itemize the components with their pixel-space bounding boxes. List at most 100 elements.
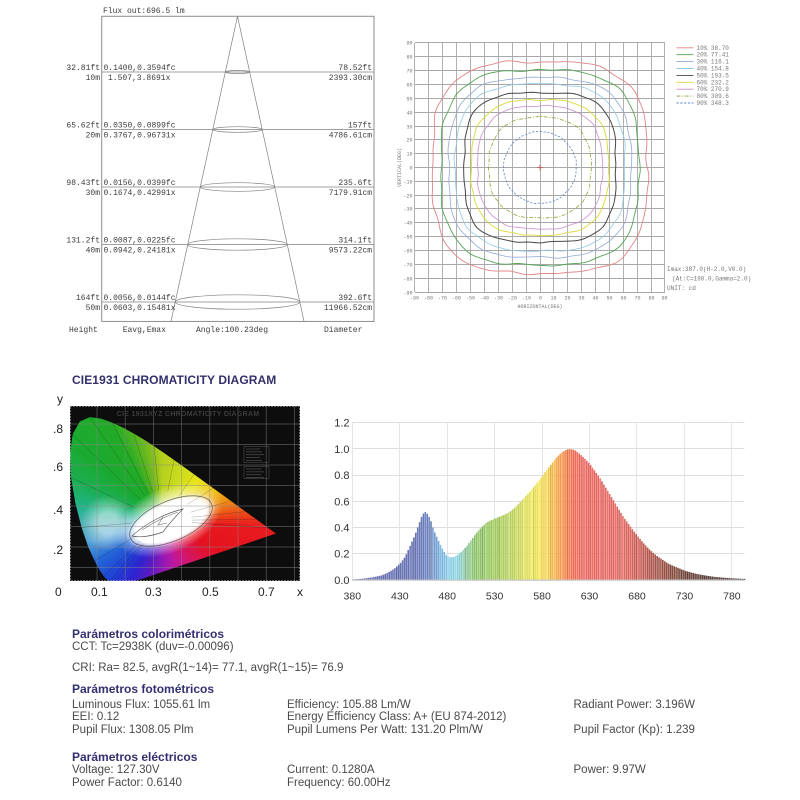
svg-text:-40: -40 <box>403 220 412 226</box>
svg-text:0.0350,0.0899fc: 0.0350,0.0899fc <box>104 121 176 130</box>
svg-text:480: 480 <box>438 591 456 603</box>
svg-text:(At:C=180.0,Gamma=2.0): (At:C=180.0,Gamma=2.0) <box>672 276 751 283</box>
svg-text:11966.52cm: 11966.52cm <box>324 304 372 313</box>
svg-text:-90: -90 <box>410 296 419 302</box>
svg-text:0.0942,0.24181x: 0.0942,0.24181x <box>104 246 176 255</box>
svg-text:630: 630 <box>581 591 599 603</box>
svg-text:0.0087,0.0225fc: 0.0087,0.0225fc <box>104 236 176 245</box>
svg-text:20% 77.41: 20% 77.41 <box>697 52 730 59</box>
svg-text:-80: -80 <box>424 296 433 302</box>
svg-text:0.4: 0.4 <box>334 523 349 535</box>
svg-text:0.0056,0.0144fc: 0.0056,0.0144fc <box>104 294 176 303</box>
svg-text:-30: -30 <box>494 296 503 302</box>
svg-text:30: 30 <box>578 296 584 302</box>
svg-text:-70: -70 <box>438 296 447 302</box>
svg-text:780: 780 <box>723 591 741 603</box>
svg-text:-50: -50 <box>466 296 475 302</box>
svg-text:1.507,3.8691x: 1.507,3.8691x <box>108 74 171 83</box>
svg-text:70: 70 <box>634 296 640 302</box>
svg-text:0.8: 0.8 <box>334 470 349 482</box>
svg-text:1.2: 1.2 <box>334 418 349 430</box>
svg-text:60: 60 <box>406 82 412 88</box>
svg-text:-40: -40 <box>480 296 489 302</box>
svg-text:20: 20 <box>564 296 570 302</box>
svg-text:90: 90 <box>406 40 412 46</box>
svg-text:50: 50 <box>406 96 412 102</box>
svg-text:60: 60 <box>620 296 626 302</box>
svg-text:UNIT: cd: UNIT: cd <box>667 285 696 292</box>
svg-text:30% 116.1: 30% 116.1 <box>697 59 730 66</box>
svg-text:-60: -60 <box>403 248 412 254</box>
svg-text:380: 380 <box>344 591 362 603</box>
svg-text:80% 309.6: 80% 309.6 <box>697 93 730 100</box>
svg-text:580: 580 <box>533 591 551 603</box>
svg-text:40: 40 <box>406 110 412 116</box>
svg-text:0.1674,0.42991x: 0.1674,0.42991x <box>104 189 176 198</box>
svg-text:-80: -80 <box>403 276 412 282</box>
svg-text:730: 730 <box>676 591 694 603</box>
svg-text:20: 20 <box>406 137 412 143</box>
svg-text:2393.30cm: 2393.30cm <box>329 74 372 83</box>
svg-text:0.3767,0.96731x: 0.3767,0.96731x <box>104 131 176 140</box>
svg-text:0.0603,0.15481x: 0.0603,0.15481x <box>104 304 176 313</box>
svg-text:7179.91cm: 7179.91cm <box>329 189 372 198</box>
svg-text:80: 80 <box>648 296 654 302</box>
svg-text:10: 10 <box>550 296 556 302</box>
svg-text:157ft: 157ft <box>348 121 372 130</box>
svg-text:Imax:387.0(H-2.0,V0.0): Imax:387.0(H-2.0,V0.0) <box>667 266 746 273</box>
svg-text:0.6: 0.6 <box>334 496 349 508</box>
svg-text:164ft: 164ft <box>76 294 100 303</box>
svg-text:VERTICAL(DEG): VERTICAL(DEG) <box>397 148 403 187</box>
svg-text:392.6ft: 392.6ft <box>338 294 372 303</box>
svg-text:Eavg,Emax: Eavg,Emax <box>123 326 166 335</box>
svg-text:10m: 10m <box>86 74 101 83</box>
svg-text:-10: -10 <box>403 179 412 185</box>
svg-text:0.0: 0.0 <box>334 575 349 587</box>
svg-text:430: 430 <box>391 591 409 603</box>
svg-text:10% 38.70: 10% 38.70 <box>697 45 730 52</box>
svg-text:50% 193.5: 50% 193.5 <box>697 72 730 79</box>
svg-text:50m: 50m <box>86 304 101 313</box>
svg-text:10: 10 <box>406 151 412 157</box>
svg-text:-20: -20 <box>403 193 412 199</box>
svg-text:40% 154.8: 40% 154.8 <box>697 66 730 73</box>
svg-text:530: 530 <box>486 591 504 603</box>
svg-text:78.52ft: 78.52ft <box>338 64 372 73</box>
svg-text:30m: 30m <box>86 189 101 198</box>
svg-text:1.0: 1.0 <box>334 444 349 456</box>
svg-text:70% 270.9: 70% 270.9 <box>697 86 730 93</box>
svg-text:314.1ft: 314.1ft <box>338 236 372 245</box>
svg-text:20m: 20m <box>86 131 101 140</box>
svg-text:Diameter: Diameter <box>324 326 363 335</box>
svg-text:-70: -70 <box>403 262 412 268</box>
svg-text:680: 680 <box>628 591 646 603</box>
svg-text:70: 70 <box>406 68 412 74</box>
svg-text:CIE 1931XYZ CHROMATICITY DIAGR: CIE 1931XYZ CHROMATICITY DIAGRAM <box>117 411 260 418</box>
svg-text:-60: -60 <box>452 296 461 302</box>
svg-text:Flux out:696.5 lm: Flux out:696.5 lm <box>103 7 185 16</box>
svg-text:40m: 40m <box>86 246 101 255</box>
svg-text:Height: Height <box>69 326 98 335</box>
svg-text:131.2ft: 131.2ft <box>66 236 100 245</box>
svg-text:-30: -30 <box>403 206 412 212</box>
svg-text:0.1400,0.3594fc: 0.1400,0.3594fc <box>104 64 176 73</box>
svg-text:-10: -10 <box>522 296 531 302</box>
svg-text:Angle:100.23deg: Angle:100.23deg <box>196 326 268 335</box>
svg-text:-90: -90 <box>403 290 412 296</box>
svg-text:98.43ft: 98.43ft <box>66 179 100 188</box>
svg-text:80: 80 <box>406 54 412 60</box>
svg-text:-50: -50 <box>403 234 412 240</box>
svg-text:0: 0 <box>409 165 412 171</box>
svg-text:235.6ft: 235.6ft <box>338 179 372 188</box>
svg-text:0.0156,0.0399fc: 0.0156,0.0399fc <box>104 179 176 188</box>
svg-text:60% 232.2: 60% 232.2 <box>697 79 730 86</box>
svg-text:65.62ft: 65.62ft <box>66 121 100 130</box>
svg-text:0: 0 <box>539 296 542 302</box>
svg-text:9573.22cm: 9573.22cm <box>329 246 372 255</box>
svg-text:32.81ft: 32.81ft <box>66 64 100 73</box>
svg-text:0.2: 0.2 <box>334 549 349 561</box>
svg-text:4786.61cm: 4786.61cm <box>329 131 372 140</box>
svg-text:-20: -20 <box>508 296 517 302</box>
svg-text:HORIZONTAL(DEG): HORIZONTAL(DEG) <box>517 304 562 310</box>
svg-text:90% 348.3: 90% 348.3 <box>697 100 730 107</box>
